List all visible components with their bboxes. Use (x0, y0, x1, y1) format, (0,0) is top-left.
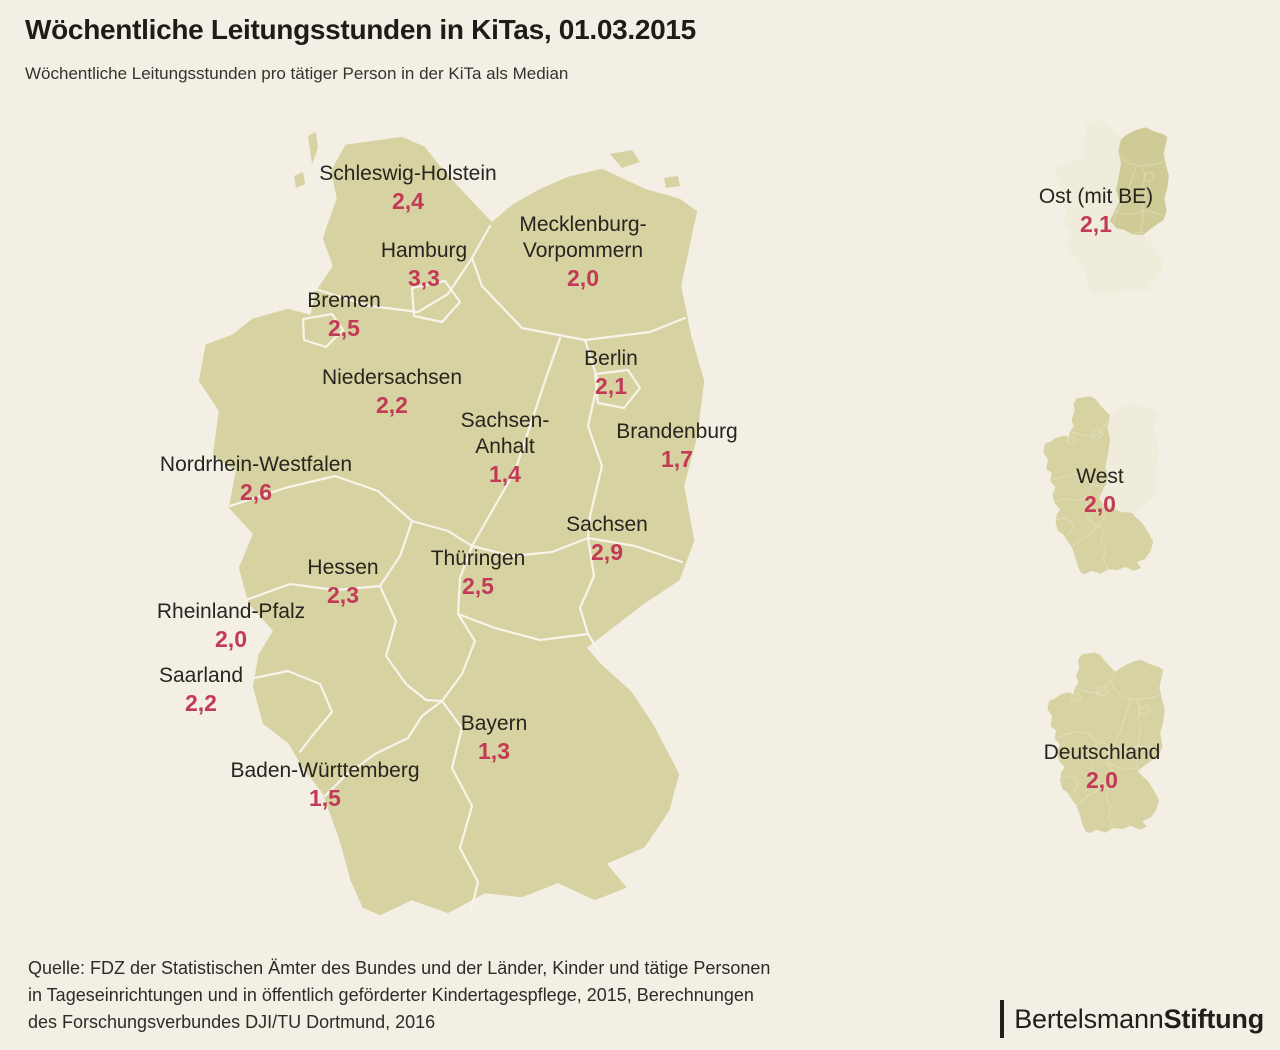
aggregate-value: 2,0 (1084, 491, 1116, 517)
state-value: 2,6 (240, 479, 272, 505)
state-value: 2,0 (215, 626, 247, 652)
state-name: Nordrhein-Westfalen (159, 453, 353, 476)
state-value: 2,0 (567, 265, 599, 291)
state-value: 2,1 (595, 373, 627, 399)
state-label-baden-wuerttemberg: Baden-Württemberg 1,5 (230, 758, 419, 811)
aggregate-name: West (1076, 465, 1124, 488)
page-title: Wöchentliche Leitungsstunden in KiTas, 0… (25, 14, 696, 45)
state-name: Thüringen (430, 547, 526, 570)
logo-brand: Bertelsmann (1014, 1003, 1164, 1034)
state-label-bayern: Bayern 1,3 (461, 711, 528, 764)
aggregate-name: Deutschland (1043, 741, 1161, 764)
state-label-sachsen-anhalt: Sachsen- Anhalt 1,4 (461, 408, 550, 487)
page-subtitle: Wöchentliche Leitungsstunden pro tätiger… (25, 64, 569, 83)
state-label-thueringen: Thüringen 2,5 (431, 546, 526, 599)
state-value: 2,5 (328, 315, 360, 341)
state-label-bremen: Bremen 2,5 (307, 288, 381, 341)
logo-bar-icon (1000, 1000, 1005, 1038)
state-label-sachsen: Sachsen 2,9 (566, 512, 648, 565)
state-value: 2,9 (591, 539, 623, 565)
state-name: Sachsen (566, 513, 648, 536)
state-value: 2,4 (392, 188, 424, 214)
state-value: 1,4 (489, 461, 521, 487)
state-name: Baden-Württemberg (230, 759, 420, 782)
state-label-mecklenburg-vorpommern: Mecklenburg- Vorpommern 2,0 (519, 212, 646, 291)
aggregate-label-west: West 2,0 (1076, 464, 1123, 517)
germany-map: Schleswig-Holstein 2,4 Hamburg 3,3 Meckl… (140, 126, 738, 932)
state-name: Niedersachsen (321, 366, 463, 389)
state-label-brandenburg: Brandenburg 1,7 (616, 419, 737, 472)
state-name: Mecklenburg- Vorpommern (519, 213, 647, 262)
state-label-rheinland-pfalz: Rheinland-Pfalz 2,0 (157, 599, 305, 652)
source-note: Quelle: FDZ der Statistischen Ämter des … (28, 958, 771, 1032)
state-name: Saarland (158, 664, 244, 687)
state-name: Berlin (584, 347, 638, 370)
state-value: 1,7 (661, 446, 693, 472)
state-name: Schleswig-Holstein (319, 162, 497, 185)
state-name: Bremen (307, 289, 381, 312)
aggregate-label-deutschland: Deutschland 2,0 (1044, 740, 1161, 793)
state-label-berlin: Berlin 2,1 (584, 346, 638, 399)
state-label-saarland: Saarland 2,2 (159, 663, 243, 716)
state-name: Hamburg (380, 239, 468, 262)
state-value: 1,3 (478, 738, 510, 764)
state-value: 2,5 (462, 573, 494, 599)
aggregate-name: Ost (mit BE) (1038, 185, 1154, 208)
state-value: 3,3 (408, 265, 440, 291)
state-value: 2,2 (185, 690, 217, 716)
aggregate-value: 2,0 (1086, 767, 1118, 793)
state-name: Sachsen- Anhalt (460, 409, 550, 458)
state-value: 2,2 (376, 392, 408, 418)
state-label-hamburg: Hamburg 3,3 (381, 238, 467, 291)
state-value: 2,3 (327, 582, 359, 608)
state-label-hessen: Hessen 2,3 (307, 555, 378, 608)
aggregate-value: 2,1 (1080, 211, 1112, 237)
logo-text: BertelsmannStiftung (1014, 1004, 1264, 1035)
state-name: Rheinland-Pfalz (156, 600, 306, 623)
state-name: Hessen (307, 556, 379, 579)
bertelsmann-stiftung-logo: BertelsmannStiftung (1000, 1000, 1264, 1038)
aggregate-label-ost: Ost (mit BE) 2,1 (1039, 184, 1153, 237)
state-value: 1,5 (309, 785, 341, 811)
state-label-niedersachsen: Niedersachsen 2,2 (322, 365, 462, 418)
state-name: Brandenburg (616, 420, 738, 443)
state-label-nordrhein-westfalen: Nordrhein-Westfalen 2,6 (160, 452, 352, 505)
logo-brand-bold: Stiftung (1163, 1003, 1265, 1034)
state-name: Bayern (460, 712, 528, 735)
state-label-schleswig-holstein: Schleswig-Holstein 2,4 (319, 161, 496, 214)
